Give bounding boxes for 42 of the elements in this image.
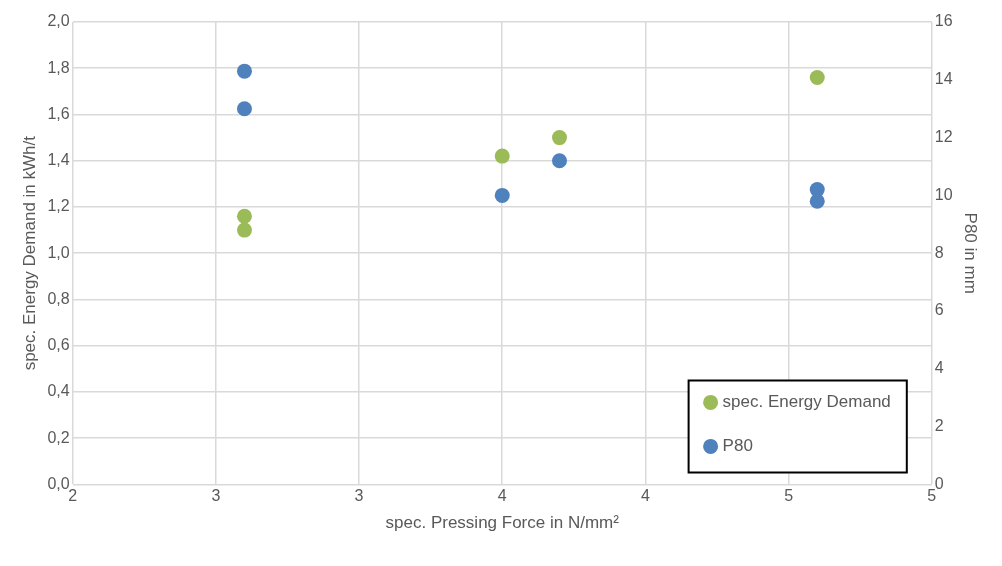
- y2-tick-label: 14: [934, 70, 953, 88]
- x-tick-label: 3: [354, 487, 364, 505]
- y2-tick-label: 0: [934, 474, 944, 492]
- y-tick-label: 1,8: [47, 58, 70, 76]
- y2-tick-label: 16: [934, 12, 953, 30]
- point: [552, 153, 567, 169]
- point: [494, 187, 510, 203]
- y-tick-label: 1,4: [47, 151, 70, 169]
- x-tick-label: 4: [497, 487, 507, 505]
- y-tick-label: 2,0: [47, 12, 70, 30]
- y-tick-label: 1,6: [47, 104, 70, 122]
- point: [494, 148, 510, 164]
- legend-label: P80: [722, 436, 753, 456]
- y-tick-label: 0,2: [47, 428, 70, 446]
- y-tick-label: 0,8: [47, 289, 70, 307]
- x-axis-title: spec. Pressing Force in N/mm²: [385, 513, 620, 533]
- y-tick-label: 0,0: [47, 474, 70, 492]
- y2-axis-title: P80 in mm: [961, 212, 981, 294]
- y2-tick-label: 10: [934, 185, 953, 203]
- y2-tick-label: 4: [934, 359, 944, 377]
- y-axis-title: spec. Energy Demand in kWh/t: [19, 135, 39, 371]
- y2-tick-label: 2: [934, 417, 944, 435]
- point: [236, 63, 252, 79]
- x-tick-label: 2: [68, 487, 78, 505]
- x-tick-label: 4: [640, 487, 650, 505]
- y-tick-label: 0,6: [47, 336, 70, 354]
- point: [809, 193, 825, 209]
- point: [552, 130, 567, 146]
- x-tick-label: 3: [211, 487, 221, 505]
- point: [236, 101, 252, 117]
- x-tick-label: 5: [927, 487, 937, 505]
- y2-tick-label: 8: [934, 243, 944, 261]
- legend-label: spec. Energy Demand: [722, 392, 891, 412]
- x-tick-label: 5: [784, 487, 794, 505]
- point: [236, 208, 252, 224]
- y-tick-label: 1,0: [47, 243, 70, 261]
- y-tick-label: 0,4: [47, 382, 70, 400]
- y2-tick-label: 6: [934, 301, 944, 319]
- y-tick-label: 1,2: [47, 197, 70, 215]
- y2-tick-label: 12: [934, 128, 953, 146]
- point: [809, 69, 825, 85]
- point: [236, 222, 252, 238]
